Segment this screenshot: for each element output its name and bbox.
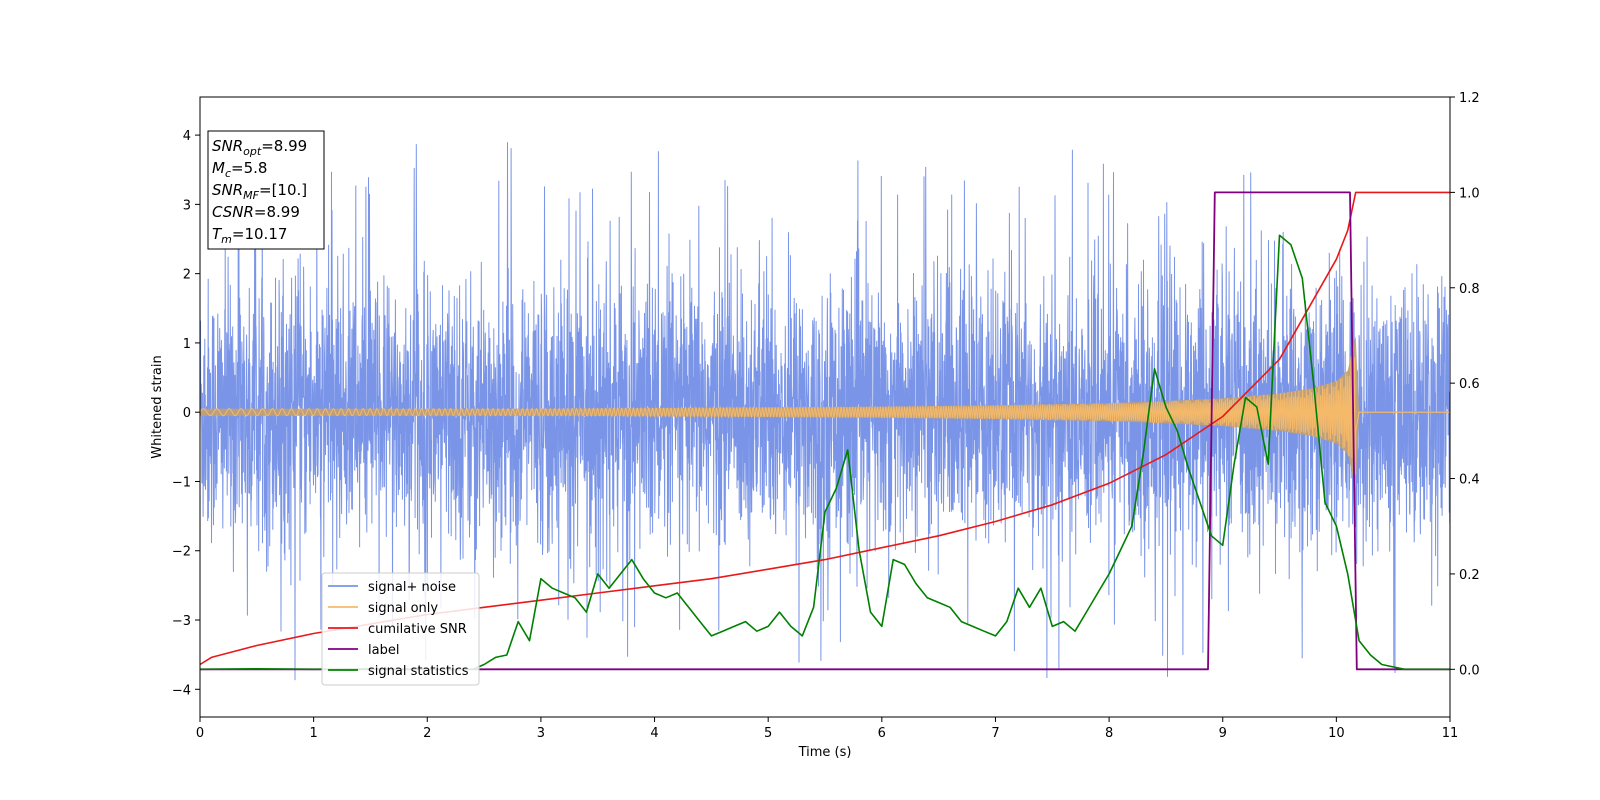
series-signal-statistics xyxy=(199,234,1450,671)
x-tick-label: 4 xyxy=(650,726,658,741)
noise-line xyxy=(199,142,1451,681)
signal-statistics-line xyxy=(199,234,1450,671)
y-tick-label-right: 0.8 xyxy=(1459,282,1480,297)
y-axis-right: 0.0 0.2 0.4 0.6 0.8 1.0 1.2 xyxy=(1450,91,1480,678)
legend-entry: cumilative SNR xyxy=(368,622,467,637)
y-tick-label-right: 1.2 xyxy=(1459,91,1480,106)
info-line: Tm=10.17 xyxy=(212,225,287,246)
y-tick-label-left: 3 xyxy=(183,198,191,213)
x-tick-label: 6 xyxy=(878,726,886,741)
plot-frame xyxy=(199,96,1451,718)
x-tick-label: 3 xyxy=(537,726,545,741)
legend-entry: signal+ noise xyxy=(368,580,456,595)
y-axis-label: Whitened strain xyxy=(150,355,165,458)
signal-envelope xyxy=(200,336,1450,489)
y-axis-left: −4 −3 −2 −1 0 1 2 3 4 xyxy=(172,129,200,698)
y-tick-label-left: 4 xyxy=(183,129,191,144)
series-label xyxy=(200,191,1450,671)
info-line: CSNR=8.99 xyxy=(212,203,300,221)
y-tick-label-right: 0.0 xyxy=(1459,663,1480,678)
legend-entry: signal only xyxy=(368,601,438,616)
y-tick-label-right: 0.2 xyxy=(1459,568,1480,583)
legend-entry: label xyxy=(368,643,399,658)
x-tick-label: 1 xyxy=(309,726,317,741)
y-tick-label-left: −4 xyxy=(172,683,191,698)
y-tick-label-right: 1.0 xyxy=(1459,186,1480,201)
y-tick-label-left: 2 xyxy=(183,268,191,283)
x-tick-label: 0 xyxy=(196,726,204,741)
y-tick-label-left: −1 xyxy=(172,475,191,490)
x-tick-label: 10 xyxy=(1328,726,1345,741)
y-tick-label-left: 1 xyxy=(183,337,191,352)
label-line xyxy=(200,191,1450,671)
info-line: SNRMF=[10.] xyxy=(212,181,307,202)
legend-entry: signal statistics xyxy=(368,664,469,679)
x-tick-label: 7 xyxy=(991,726,999,741)
legend: signal+ noise signal only cumilative SNR la… xyxy=(321,572,480,686)
x-tick-label: 2 xyxy=(423,726,431,741)
x-tick-label: 5 xyxy=(764,726,772,741)
y-tick-label-right: 0.6 xyxy=(1459,377,1480,392)
x-axis-label: Time (s) xyxy=(798,745,852,760)
y-tick-label-left: 0 xyxy=(183,406,191,421)
x-tick-label: 11 xyxy=(1442,726,1459,741)
y-tick-label-left: −2 xyxy=(172,545,191,560)
info-line: SNRopt=8.99 xyxy=(212,137,307,158)
y-tick-label-left: −3 xyxy=(172,614,191,629)
x-tick-label: 8 xyxy=(1105,726,1113,741)
x-tick-label: 9 xyxy=(1219,726,1227,741)
info-line: Mc=5.8 xyxy=(212,159,267,180)
x-axis: 0 1 2 3 4 5 6 7 8 9 10 11 xyxy=(196,717,1458,741)
y-tick-label-right: 0.4 xyxy=(1459,473,1480,488)
series-signal-noise xyxy=(199,142,1451,681)
